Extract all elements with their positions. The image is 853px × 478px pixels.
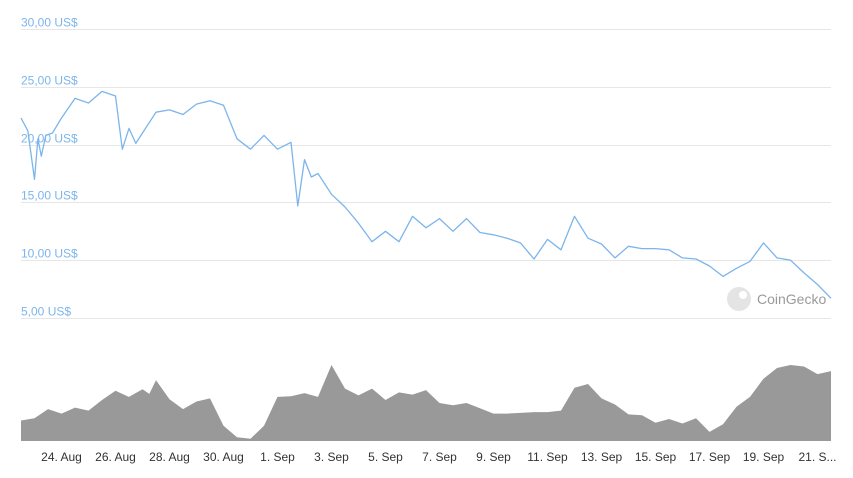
x-tick-label: 7. Sep — [422, 450, 457, 464]
coingecko-watermark: CoinGecko — [727, 287, 826, 311]
date-axis-labels: 24. Aug 26. Aug 28. Aug 30. Aug 1. Sep 3. Sep… — [41, 450, 836, 464]
price-gridlines — [21, 29, 831, 319]
y-tick-label: 30,00 US$ — [21, 16, 78, 30]
x-tick-label: 9. Sep — [476, 450, 511, 464]
volume-area-chart — [21, 365, 831, 441]
x-tick-label: 26. Aug — [95, 450, 136, 464]
x-tick-label: 13. Sep — [581, 450, 623, 464]
y-tick-label: 15,00 US$ — [21, 189, 78, 203]
price-line-chart — [20, 90, 832, 299]
x-tick-label: 24. Aug — [41, 450, 82, 464]
x-tick-label: 11. Sep — [527, 450, 568, 464]
gecko-logo-icon — [727, 287, 751, 311]
y-tick-label: 5,00 US$ — [21, 305, 71, 319]
y-tick-label: 25,00 US$ — [21, 74, 78, 88]
watermark-text: CoinGecko — [757, 291, 826, 307]
x-tick-label: 5. Sep — [368, 450, 403, 464]
x-tick-label: 3. Sep — [314, 450, 349, 464]
y-tick-label: 10,00 US$ — [21, 247, 78, 261]
gecko-eye-icon — [739, 291, 747, 299]
x-tick-label: 17. Sep — [689, 450, 731, 464]
x-tick-label: 21. S... — [798, 450, 836, 464]
x-tick-label: 28. Aug — [149, 450, 190, 464]
x-tick-label: 1. Sep — [260, 450, 295, 464]
price-axis-labels: 5,00 US$ 10,00 US$ 15,00 US$ 20,00 US$ 25,00… — [21, 16, 78, 319]
x-tick-label: 30. Aug — [203, 450, 244, 464]
y-tick-label: 20,00 US$ — [21, 132, 78, 146]
x-tick-label: 15. Sep — [635, 450, 677, 464]
price-line — [20, 90, 832, 299]
volume-area — [21, 365, 831, 441]
x-tick-label: 19. Sep — [743, 450, 785, 464]
